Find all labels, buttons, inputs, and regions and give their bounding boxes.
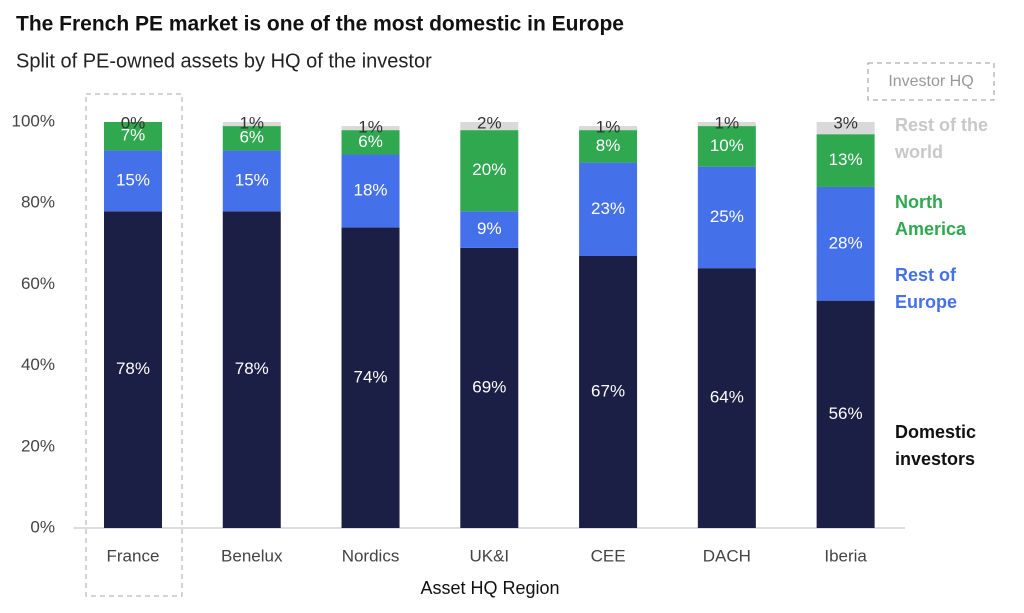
bar-segment [103,150,162,212]
legend-label: Rest of Europe [895,265,958,312]
bar-segment [103,211,162,528]
chart-subtitle: Split of PE-owned assets by HQ of the in… [16,50,432,72]
x-tick-label: France [107,546,160,565]
bar-segment [697,122,756,127]
legend-item: North America [895,192,967,239]
value-label: 6% [239,128,264,147]
bar-segment [222,122,281,127]
value-label: 6% [358,132,383,151]
legend-title-box [867,62,995,101]
bar-segment [579,126,638,131]
value-label: 28% [829,233,863,252]
value-label: 10% [710,136,744,155]
legend-item: Rest of Europe [895,265,958,312]
value-label: 13% [829,150,863,169]
legend-title: Investor HQ [888,73,973,90]
legend-item: Rest of the world [895,115,989,162]
x-axis-label: Asset HQ Region [420,578,559,598]
legend-label: Rest of the world [895,115,989,162]
value-label: 67% [591,381,625,400]
bar-segment [697,166,756,269]
value-label: 18% [354,181,388,200]
bar-segment [697,268,756,528]
value-label: 78% [235,359,269,378]
value-label: 9% [477,219,502,238]
x-tick-label: Iberia [824,546,867,565]
value-label: 78% [116,359,150,378]
bar-segment [341,126,400,131]
x-tick-label: Benelux [221,546,283,565]
value-label: 7% [121,126,146,145]
value-label: 2% [477,113,502,132]
bar-segment [460,247,519,529]
y-tick-label: 20% [21,436,55,455]
bar-segment [816,122,875,135]
y-tick-label: 80% [21,193,55,212]
bar-segment [341,154,400,228]
legend-item: Domestic investors [895,422,977,469]
value-label: 8% [596,136,621,155]
value-label: 15% [116,170,150,189]
value-label: 74% [354,367,388,386]
bar-segment [460,211,519,248]
x-tick-label: Nordics [342,546,400,565]
bar-segment [460,130,519,212]
chart-title: The French PE market is one of the most … [16,13,624,36]
bar-segment [222,150,281,212]
y-tick-label: 60% [21,274,55,293]
value-label: 1% [715,113,740,132]
value-label: 15% [235,170,269,189]
value-label: 1% [358,118,383,137]
value-label: 20% [472,160,506,179]
bar-segment [341,130,400,155]
bar-segment [579,130,638,163]
bar-segment [816,186,875,301]
y-tick-label: 40% [21,355,55,374]
value-label: 3% [833,113,858,132]
highlight-box [85,93,183,597]
bar-segment [697,126,756,167]
bar-segment [579,162,638,256]
value-label: 0% [121,113,146,132]
y-tick-label: 0% [30,517,55,536]
bar-segment [341,227,400,528]
bar-segment [222,211,281,528]
value-label: 64% [710,388,744,407]
value-label: 25% [710,207,744,226]
legend-label: North America [895,192,967,239]
bar-segment [579,255,638,529]
y-tick-label: 100% [12,111,55,130]
bar-segment [816,300,875,528]
value-label: 1% [596,118,621,137]
x-tick-label: DACH [703,546,751,565]
value-label: 23% [591,199,625,218]
x-tick-label: CEE [591,546,626,565]
bar-segment [460,122,519,131]
x-tick-label: UK&I [469,546,509,565]
bar-segment [103,122,162,151]
bar-segment [816,134,875,187]
value-label: 69% [472,377,506,396]
value-label: 56% [829,404,863,423]
value-label: 1% [239,113,264,132]
bar-segment [222,126,281,151]
legend-label: Domestic investors [895,422,977,469]
